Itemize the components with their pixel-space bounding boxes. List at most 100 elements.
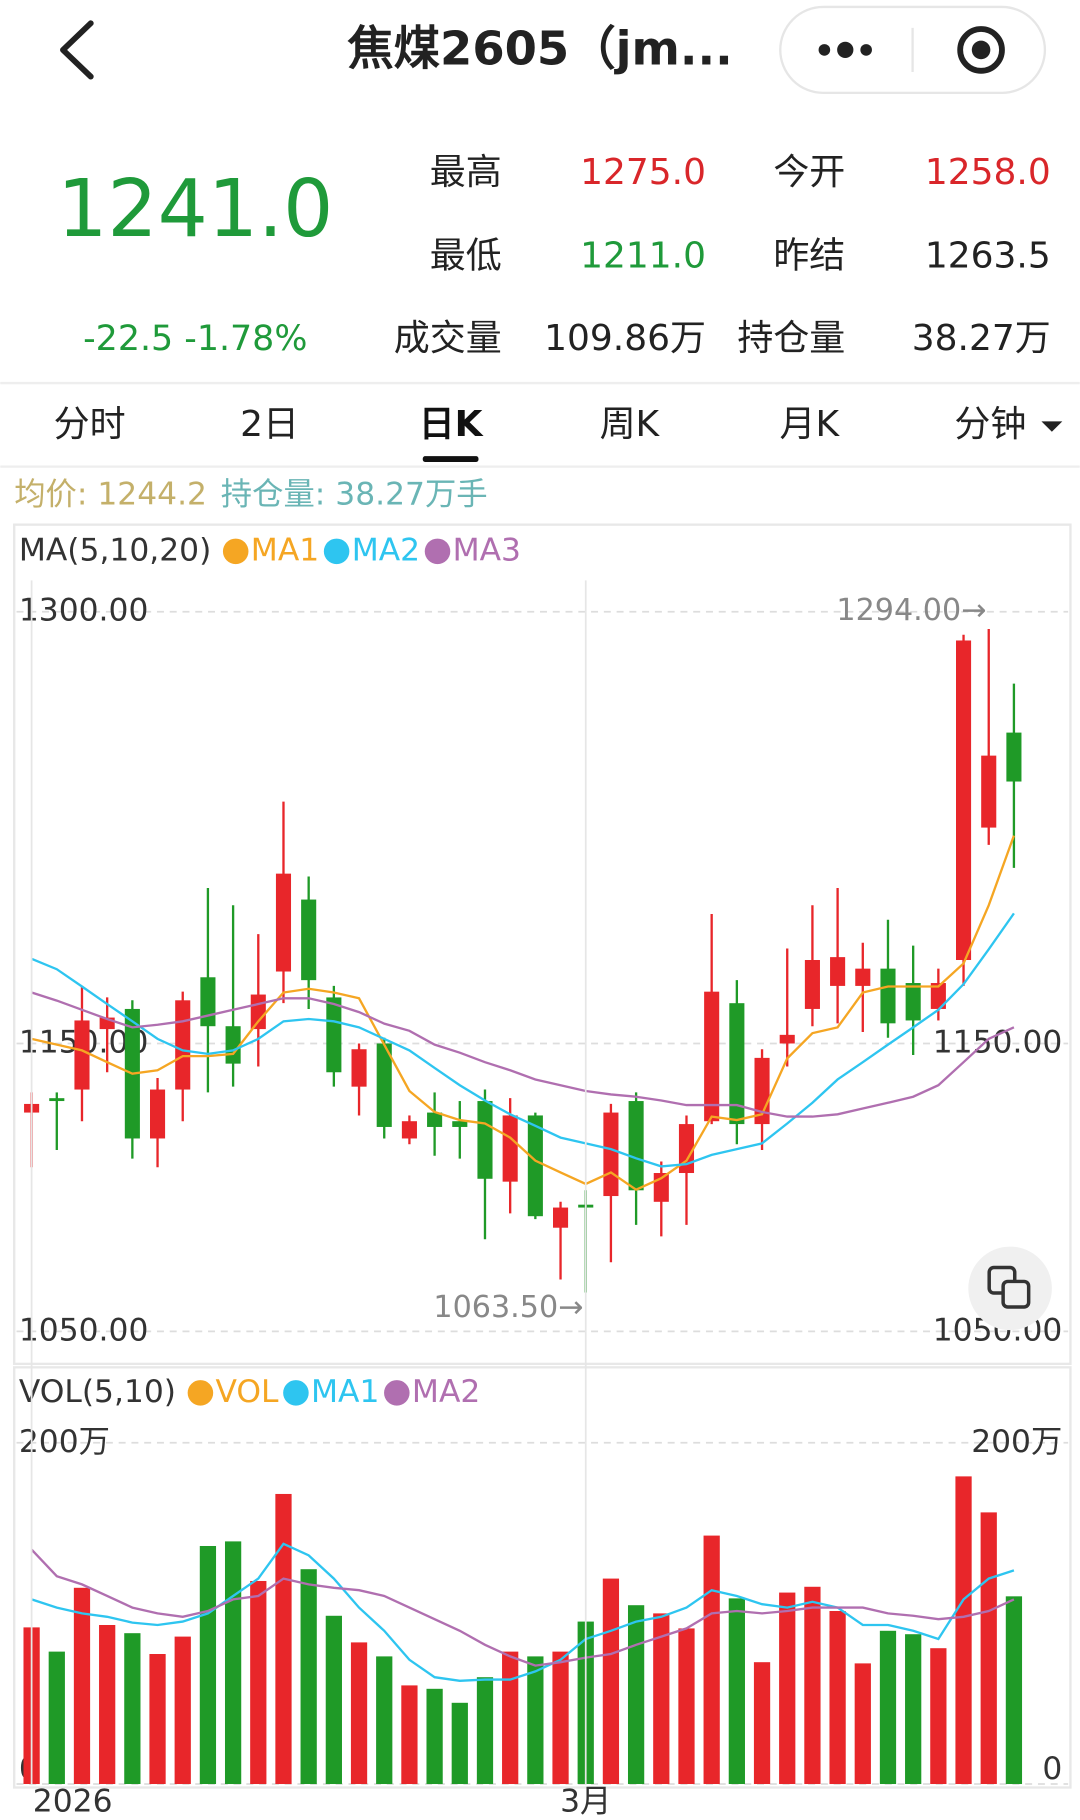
stat-value: 1211.0 xyxy=(580,236,706,277)
volume-bar xyxy=(149,1654,166,1785)
extreme-label: 1063.50→ xyxy=(433,1290,583,1325)
ma-line xyxy=(31,991,1015,1118)
volume-bar xyxy=(552,1651,569,1785)
volume-bar xyxy=(174,1636,191,1785)
stat-label: 持仓量 xyxy=(737,318,845,359)
candle-body xyxy=(981,755,997,828)
dot xyxy=(837,41,854,59)
stat-label: 今开 xyxy=(773,152,845,193)
candle-body xyxy=(351,1049,367,1087)
candle-body xyxy=(452,1121,468,1127)
legend-dot xyxy=(187,1380,214,1406)
y-tick-label-right: 0 xyxy=(1042,1751,1062,1787)
candle-body xyxy=(401,1121,417,1139)
last-price: 1241.0 xyxy=(57,163,333,255)
ring xyxy=(957,26,1005,74)
tab[interactable]: 2日 xyxy=(240,404,299,445)
volume-bar xyxy=(980,1512,997,1785)
candle-body xyxy=(200,977,216,1027)
legend-dot xyxy=(222,538,249,565)
page-title: 焦煤2605（jm... xyxy=(347,22,733,76)
y-tick-label-right: 200万 xyxy=(971,1424,1062,1460)
candle-body xyxy=(376,1043,392,1127)
legend-label: MA3 xyxy=(453,532,521,568)
candle-body xyxy=(502,1115,518,1182)
stat-value: 1275.0 xyxy=(580,152,706,193)
volume-bar xyxy=(653,1613,670,1785)
tab[interactable]: 日K xyxy=(419,404,484,445)
x-tick-label: 3月 xyxy=(560,1784,611,1820)
candle-body xyxy=(225,1026,241,1064)
volume-bar xyxy=(124,1633,141,1785)
dot xyxy=(971,40,991,60)
dot xyxy=(818,44,831,56)
tab[interactable]: 周K xyxy=(600,404,661,445)
back-button[interactable] xyxy=(60,20,94,80)
volume-bar xyxy=(325,1615,342,1785)
legend-dot xyxy=(424,538,451,565)
candle-body xyxy=(326,997,342,1073)
stat-label: 成交量 xyxy=(394,318,502,359)
candle-body xyxy=(527,1115,543,1217)
volume-panel xyxy=(13,1366,1072,1789)
y-tick-label: 1300.00 xyxy=(19,593,149,629)
stat-label: 昨结 xyxy=(773,236,845,277)
ma-line xyxy=(31,835,1016,1192)
legend-title: MA(5,10,20) xyxy=(19,532,211,568)
tab[interactable]: 月K xyxy=(780,404,841,445)
legend-label: MA2 xyxy=(352,532,420,568)
candle-body xyxy=(704,991,720,1122)
stat-label: 最低 xyxy=(430,236,502,277)
price-change: -22.5 -1.78% xyxy=(83,319,307,359)
candle-body xyxy=(729,1003,745,1125)
volume-bar xyxy=(502,1651,519,1785)
switch-button[interactable] xyxy=(968,1246,1052,1331)
stat-value: 1258.0 xyxy=(925,152,1051,193)
kline-panel xyxy=(13,523,1072,1366)
stat-value: 1263.5 xyxy=(925,236,1051,277)
volume-bar xyxy=(930,1648,947,1785)
legend-dot xyxy=(384,1380,410,1406)
avg-price: 均价: 1244.2 xyxy=(14,477,207,513)
legend-title: VOL(5,10) xyxy=(19,1374,176,1410)
volume-bar xyxy=(476,1677,494,1785)
more-button[interactable] xyxy=(818,41,872,59)
candle-body xyxy=(779,1034,795,1044)
volume-bar xyxy=(48,1651,65,1785)
candle-body xyxy=(427,1112,443,1127)
candle-body xyxy=(956,640,972,961)
candle-body xyxy=(477,1101,493,1179)
legend-dot xyxy=(283,1380,309,1406)
close-button[interactable] xyxy=(957,26,1005,74)
volume-bar xyxy=(350,1642,368,1785)
volume-bar xyxy=(199,1545,217,1785)
volume-bar xyxy=(527,1656,544,1785)
candle-body xyxy=(678,1124,695,1174)
ma-line xyxy=(31,1542,1015,1682)
candle-body xyxy=(49,1098,65,1102)
candle-body xyxy=(250,994,266,1030)
tab-underline xyxy=(422,456,479,462)
volume-bar xyxy=(224,1541,242,1785)
candle-body xyxy=(301,899,317,981)
candle-body xyxy=(930,983,946,1009)
volume-bar xyxy=(753,1662,771,1785)
dot xyxy=(860,44,872,56)
candle-body xyxy=(830,957,846,986)
volume-bar xyxy=(905,1634,922,1785)
volume-bar xyxy=(300,1569,317,1785)
tab[interactable]: 分钟 xyxy=(954,404,1026,445)
chart-layer: 最高 1275.0 今开 1258.0 最低 1211.0 昨结 1263.5 成交量 109.8… xyxy=(16,152,1069,1820)
volume-bar xyxy=(728,1598,745,1785)
candle-body xyxy=(275,873,292,972)
volume-bar xyxy=(829,1611,846,1785)
volume-bar xyxy=(426,1688,443,1785)
stat-value: 38.27万 xyxy=(912,318,1051,359)
candle-body xyxy=(150,1089,166,1139)
volume-bar xyxy=(99,1624,116,1785)
tab[interactable]: 分时 xyxy=(54,404,126,445)
legend-dot xyxy=(323,538,350,565)
candle-body xyxy=(880,968,896,1024)
icon xyxy=(1001,1279,1031,1309)
